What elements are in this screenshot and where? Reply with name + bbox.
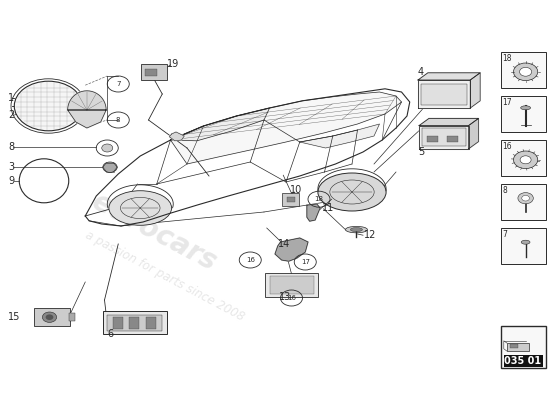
Text: 5: 5 (418, 147, 424, 157)
Bar (507, 343, 529, 351)
Bar (500, 184, 546, 220)
Bar (107, 315, 162, 331)
Text: 035 01: 035 01 (504, 356, 542, 366)
Bar (270, 276, 314, 294)
Ellipse shape (345, 226, 367, 233)
Text: a passion for parts since 2008: a passion for parts since 2008 (83, 228, 247, 324)
Ellipse shape (109, 191, 172, 225)
Text: 9: 9 (8, 176, 14, 186)
Bar (113, 317, 123, 329)
Text: 14: 14 (278, 239, 290, 249)
Bar (500, 228, 546, 264)
Bar (421, 84, 467, 105)
Polygon shape (275, 238, 308, 261)
Text: 16: 16 (246, 257, 255, 263)
Polygon shape (170, 108, 270, 141)
Polygon shape (307, 204, 320, 221)
Text: 13: 13 (279, 292, 291, 302)
Bar (69, 313, 75, 321)
Polygon shape (170, 92, 402, 164)
Circle shape (520, 68, 532, 76)
Bar (510, 344, 518, 348)
Ellipse shape (521, 106, 531, 110)
Bar (500, 326, 546, 368)
Text: 16: 16 (503, 142, 513, 150)
Text: 8: 8 (116, 117, 120, 123)
Text: 8: 8 (8, 142, 14, 152)
Text: 11: 11 (322, 203, 334, 213)
Ellipse shape (350, 228, 362, 232)
Circle shape (46, 314, 53, 320)
Text: 8: 8 (503, 186, 508, 194)
Text: eurocars: eurocars (87, 188, 221, 276)
Circle shape (42, 312, 57, 322)
Text: 3: 3 (8, 162, 14, 172)
Bar (422, 128, 466, 146)
Circle shape (14, 81, 82, 131)
Text: 17: 17 (301, 259, 310, 265)
Bar (129, 317, 139, 329)
Polygon shape (419, 118, 478, 126)
Polygon shape (470, 73, 480, 108)
Text: 12: 12 (364, 230, 376, 240)
FancyBboxPatch shape (282, 193, 299, 206)
Bar (146, 317, 156, 329)
Text: 19: 19 (167, 59, 179, 69)
Bar (447, 136, 458, 142)
Text: 7: 7 (503, 230, 508, 238)
Polygon shape (469, 118, 478, 149)
FancyBboxPatch shape (141, 64, 167, 80)
Ellipse shape (521, 240, 530, 244)
Polygon shape (419, 126, 469, 149)
Circle shape (102, 144, 113, 152)
Text: 15: 15 (8, 312, 21, 322)
FancyBboxPatch shape (34, 308, 70, 326)
Ellipse shape (318, 173, 386, 211)
Text: 16: 16 (287, 295, 296, 301)
Polygon shape (418, 73, 480, 80)
Text: 17: 17 (503, 98, 513, 107)
Circle shape (520, 156, 531, 164)
Text: 7: 7 (116, 81, 120, 87)
Circle shape (103, 162, 117, 172)
Polygon shape (68, 91, 106, 128)
Circle shape (514, 63, 538, 81)
Bar (145, 69, 157, 76)
Text: 10: 10 (290, 185, 302, 195)
Text: 4: 4 (418, 67, 424, 77)
Polygon shape (418, 80, 470, 108)
Circle shape (518, 192, 534, 204)
FancyBboxPatch shape (103, 311, 167, 334)
Bar (427, 136, 438, 142)
Bar (500, 52, 546, 88)
Text: 18: 18 (503, 54, 512, 63)
Circle shape (514, 151, 538, 169)
Text: 6: 6 (107, 329, 113, 339)
Bar (500, 96, 546, 132)
Text: 1: 1 (8, 93, 14, 103)
Text: 2: 2 (8, 110, 14, 120)
Bar (500, 140, 546, 176)
Text: 18: 18 (315, 196, 323, 202)
Polygon shape (300, 124, 379, 148)
Polygon shape (169, 132, 184, 141)
Circle shape (522, 195, 530, 201)
FancyBboxPatch shape (265, 273, 318, 297)
Bar (287, 197, 295, 202)
